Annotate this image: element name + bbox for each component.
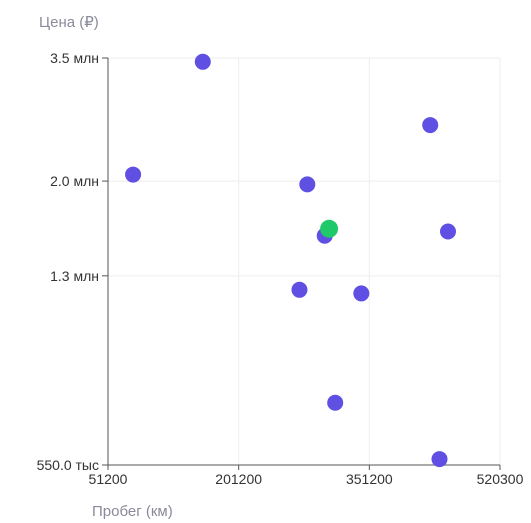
- data-point: [291, 281, 308, 298]
- data-point: [422, 117, 439, 134]
- x-tick-label: 201200: [215, 471, 262, 487]
- x-axis-title: Пробег (км): [92, 503, 173, 520]
- data-point: [439, 223, 456, 240]
- y-tick-label: 550.0 тыс: [37, 457, 99, 473]
- data-point: [353, 285, 370, 302]
- axes: [107, 58, 500, 466]
- y-ticks: 550.0 тыс 1.3 млн 2.0 млн 3.5 млн: [37, 50, 108, 473]
- data-point: [431, 451, 448, 468]
- y-axis-title: Цена (₽): [39, 14, 99, 31]
- x-ticks: 51200 201200 351200 520300: [89, 465, 524, 487]
- data-point: [327, 394, 344, 411]
- data-point: [194, 53, 211, 70]
- y-tick-label: 1.3 млн: [50, 268, 99, 284]
- data-point: [299, 176, 316, 193]
- highlighted-data-point: [320, 219, 339, 238]
- data-point: [125, 166, 142, 183]
- data-points: [125, 53, 456, 468]
- grid: [108, 57, 501, 465]
- x-tick-label: 351200: [346, 471, 393, 487]
- y-tick-label: 2.0 млн: [50, 173, 99, 189]
- y-tick-label: 3.5 млн: [50, 50, 99, 66]
- x-tick-label: 520300: [477, 471, 524, 487]
- x-tick-label: 51200: [89, 471, 128, 487]
